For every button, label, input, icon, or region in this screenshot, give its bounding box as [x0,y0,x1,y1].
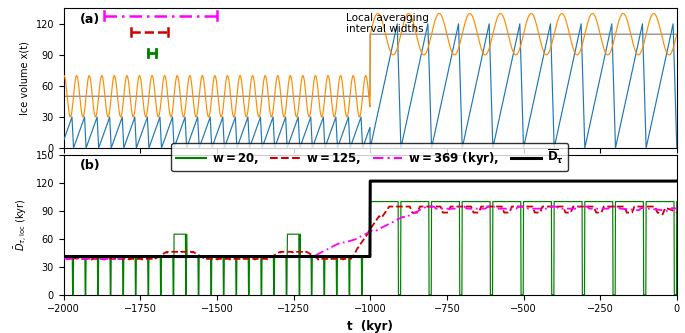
Text: (b): (b) [80,159,101,172]
Legend: $\mathbf{w = 20}$,, $\mathbf{w = 125}$,, $\mathbf{w = 369}$ (kyr),, $\mathbf{\ov: $\mathbf{w = 20}$,, $\mathbf{w = 125}$,,… [171,143,569,171]
X-axis label: t  (kyr): t (kyr) [347,320,393,333]
Text: (a): (a) [80,13,101,26]
Y-axis label: $\bar{D}_{\tau,\mathrm{loc}}$ (kyr): $\bar{D}_{\tau,\mathrm{loc}}$ (kyr) [13,198,30,251]
Y-axis label: Ice volume x(t): Ice volume x(t) [20,41,30,115]
Text: Local averaging
interval widths: Local averaging interval widths [346,13,429,34]
